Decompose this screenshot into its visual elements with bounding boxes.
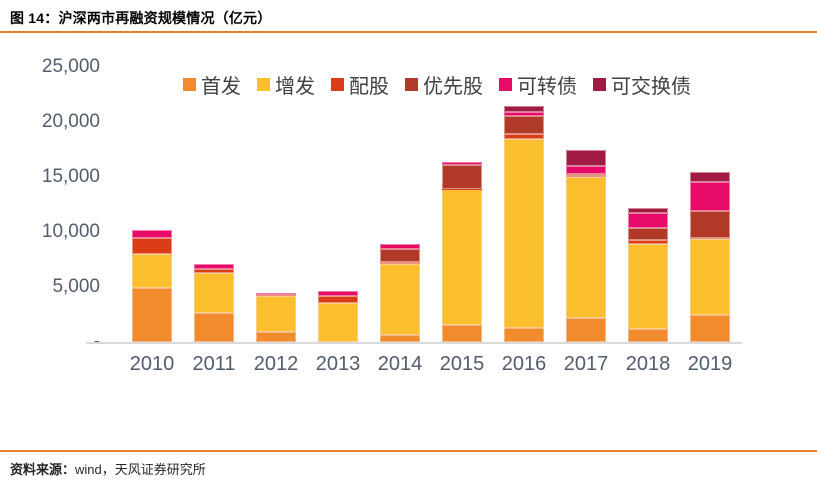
- legend-label: 首发: [201, 76, 241, 98]
- bar-segment: [380, 243, 420, 250]
- x-axis-label: 2013: [315, 353, 361, 375]
- bar-segment: [194, 312, 234, 342]
- title-accent-rule: [0, 31, 817, 33]
- figure-title: 图 14：沪深两市再融资规模情况（亿元）: [10, 10, 272, 26]
- bar-segment: [690, 237, 730, 240]
- bar-segment: [132, 254, 172, 289]
- bar-segment: [566, 177, 606, 319]
- legend-swatch-icon: [593, 78, 606, 91]
- y-axis-label: 25,000: [41, 56, 100, 77]
- legend-label: 增发: [275, 76, 315, 98]
- y-axis-label: 10,000: [41, 221, 100, 242]
- bar-segment: [566, 175, 606, 177]
- legend-item: 首发: [183, 70, 241, 99]
- bar-segment: [628, 240, 668, 245]
- y-axis-label: -: [8, 332, 100, 351]
- bar-segment: [504, 134, 544, 140]
- legend-swatch-icon: [183, 78, 196, 91]
- bar-segment: [504, 327, 544, 342]
- x-axis-label: 2018: [625, 353, 671, 375]
- bar-segment: [132, 230, 172, 239]
- bar-segment: [256, 295, 296, 297]
- bar-segment: [442, 189, 482, 325]
- x-axis-label: 2015: [439, 353, 485, 375]
- bar-segment: [628, 227, 668, 241]
- bar-segment: [194, 264, 234, 269]
- bar-segment: [690, 239, 730, 316]
- legend-item: 配股: [331, 70, 389, 99]
- legend-swatch-icon: [499, 78, 512, 91]
- bar-segment: [132, 288, 172, 342]
- legend-item: 优先股: [405, 70, 483, 99]
- bar-segment: [256, 296, 296, 332]
- bar-segment: [318, 296, 358, 304]
- bar-segment: [380, 334, 420, 342]
- bar-segment: [690, 181, 730, 211]
- stacked-bar-chart: 首发 增发 配股 优先股 可转债 可交换债 25,000 20,000 15,000 10,00…: [0, 34, 817, 434]
- legend-swatch-icon: [405, 78, 418, 91]
- bar-segment: [256, 331, 296, 342]
- legend-swatch-icon: [331, 78, 344, 91]
- bar-segment: [194, 273, 234, 313]
- x-axis-label: 2016: [501, 353, 547, 375]
- bar-segment: [628, 207, 668, 213]
- bar-segment: [504, 116, 544, 135]
- source-text: wind，天风证券研究所: [75, 462, 206, 477]
- legend-swatch-icon: [257, 78, 270, 91]
- legend-label: 优先股: [423, 76, 483, 98]
- legend-item: 可转债: [499, 70, 577, 99]
- bar-segment: [442, 324, 482, 342]
- bar-segment: [566, 150, 606, 166]
- y-axis-label: 15,000: [41, 166, 100, 187]
- legend-label: 可转债: [517, 76, 577, 98]
- bar-segment: [628, 328, 668, 342]
- source-label: 资料来源：: [10, 462, 76, 477]
- bar-segment: [566, 166, 606, 174]
- x-axis-label: 2011: [192, 353, 236, 375]
- bar-segment: [504, 139, 544, 328]
- bar-segment: [194, 268, 234, 274]
- bar-segment: [504, 112, 544, 117]
- bar-segment: [504, 106, 544, 113]
- x-axis-line: [86, 342, 742, 344]
- bar-segment: [628, 212, 668, 228]
- x-axis-label: 2019: [687, 353, 733, 375]
- bar-segment: [256, 292, 296, 296]
- bar-segment: [566, 173, 606, 176]
- bar-segment: [318, 291, 358, 296]
- y-axis-label: 5,000: [52, 276, 100, 297]
- bar-segment: [380, 262, 420, 264]
- bar-segment: [566, 318, 606, 342]
- bar-segment: [380, 263, 420, 335]
- legend-label: 可交换债: [611, 76, 691, 98]
- bar-segment: [132, 238, 172, 254]
- legend-label: 配股: [349, 76, 389, 98]
- bar-segment: [442, 164, 482, 189]
- legend-item: 可交换债: [593, 70, 691, 99]
- legend-item: 增发: [257, 70, 315, 99]
- bar-segment: [442, 161, 482, 165]
- y-axis-label: 20,000: [41, 111, 100, 132]
- x-axis-label: 2017: [563, 353, 609, 375]
- data-source-note: 资料来源：wind，天风证券研究所: [10, 459, 206, 478]
- bar-segment: [690, 210, 730, 238]
- bar-segment: [690, 171, 730, 182]
- x-axis-label: 2012: [253, 353, 299, 375]
- bar-segment: [380, 249, 420, 263]
- x-axis-label: 2010: [129, 353, 175, 375]
- footer-accent-rule: [0, 450, 817, 452]
- bar-segment: [318, 303, 358, 342]
- bar-segment: [690, 315, 730, 342]
- bar-segment: [628, 244, 668, 329]
- chart-legend: 首发 增发 配股 优先股 可转债 可交换债: [183, 70, 691, 99]
- x-axis-label: 2014: [377, 353, 423, 375]
